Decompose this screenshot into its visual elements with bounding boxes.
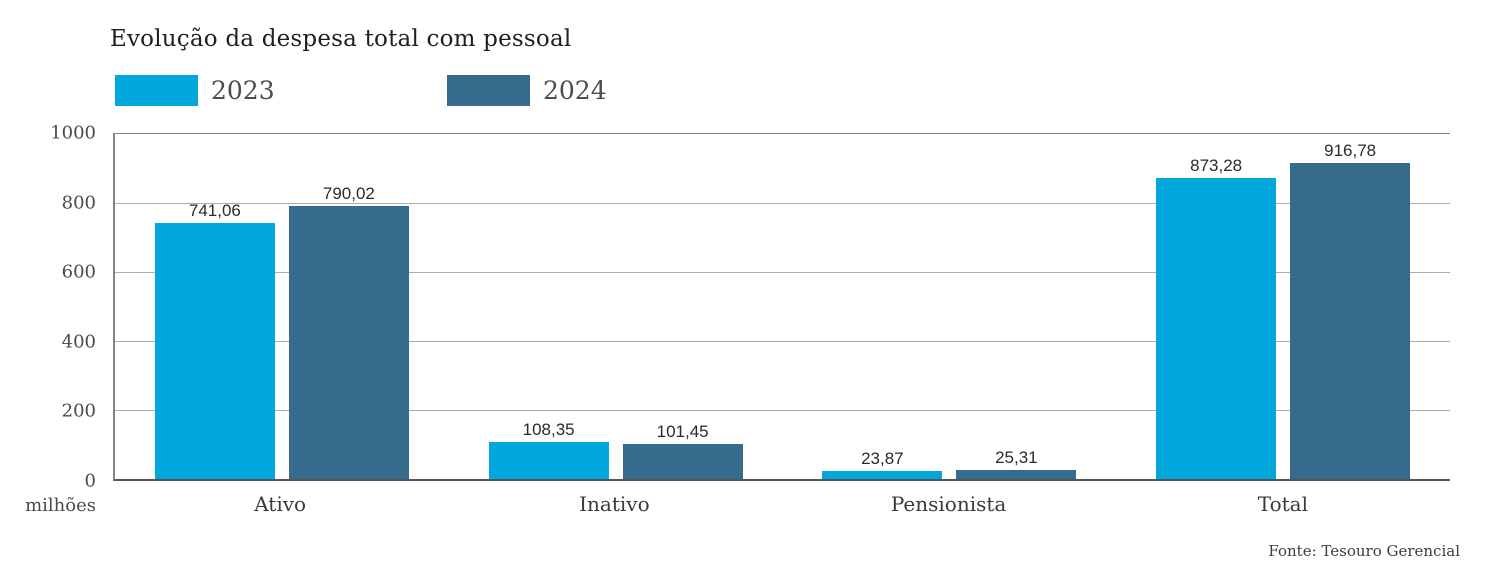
- legend-swatch-2024: [447, 74, 530, 106]
- legend-label-2023: 2023: [211, 75, 275, 105]
- legend-swatch-2023: [115, 74, 198, 106]
- chart-title: Evolução da despesa total com pessoal: [110, 26, 572, 52]
- y-tick-1000: 1000: [50, 122, 96, 144]
- y-axis-unit-label: milhões: [25, 495, 96, 516]
- bar-2023-inativo: [488, 441, 609, 479]
- gridline-800: [115, 203, 1450, 204]
- bar-value-label-2024-inativo: 101,45: [656, 422, 709, 441]
- bar-value-label-2023-pensionista: 23,87: [861, 448, 904, 468]
- gridline-200: [115, 410, 1450, 411]
- x-axis-label-pensionista: Pensionista: [890, 492, 1007, 516]
- bar-column-2024-inativo: 101,45: [622, 134, 743, 479]
- bar-column-2024-total: 916,78: [1290, 134, 1411, 479]
- bar-value-label-2023-total: 873,28: [1190, 155, 1243, 175]
- bar-column-2023-pensionista: 23,87: [822, 134, 943, 479]
- x-axis-label-inativo: Inativo: [579, 492, 650, 516]
- bar-column-2023-total: 873,28: [1156, 134, 1277, 479]
- bar-2023-total: [1156, 177, 1277, 479]
- y-tick-200: 200: [61, 400, 96, 422]
- x-axis-labels: Ativo Inativo Pensionista Total: [113, 492, 1450, 516]
- bar-2024-total: [1290, 162, 1411, 479]
- bar-group-ativo: 741,06 790,02: [115, 134, 449, 479]
- bar-2024-ativo: [288, 206, 409, 479]
- bar-groups: 741,06 790,02 108,35 101,45 23,87 25,31 873,28…: [115, 134, 1450, 479]
- bar-column-2024-pensionista: 25,31: [956, 134, 1077, 479]
- y-tick-400: 400: [61, 331, 96, 353]
- x-axis-label-ativo: Ativo: [254, 492, 307, 516]
- gridline-400: [115, 341, 1450, 342]
- bar-2024-pensionista: [956, 470, 1077, 479]
- x-axis-label-total: Total: [1257, 492, 1308, 516]
- source-note: Fonte: Tesouro Gerencial: [1268, 542, 1460, 560]
- bar-group-inativo: 108,35 101,45: [449, 134, 783, 479]
- bar-column-2024-ativo: 790,02: [288, 134, 409, 479]
- y-tick-800: 800: [61, 192, 96, 214]
- legend-item-2023: 2023: [115, 74, 275, 106]
- bar-value-label-2024-total: 916,78: [1324, 140, 1377, 160]
- bar-2024-inativo: [622, 444, 743, 479]
- bar-value-label-2024-pensionista: 25,31: [995, 448, 1038, 468]
- bar-group-total: 873,28 916,78: [1116, 134, 1450, 479]
- bar-2023-pensionista: [822, 470, 943, 479]
- legend-item-2024: 2024: [447, 74, 607, 106]
- bar-column-2023-ativo: 741,06: [154, 134, 275, 479]
- bar-group-pensionista: 23,87 25,31: [783, 134, 1117, 479]
- bar-2023-ativo: [154, 223, 275, 479]
- gridline-600: [115, 272, 1450, 273]
- bar-column-2023-inativo: 108,35: [488, 134, 609, 479]
- y-axis: 1000 800 600 400 200 0: [0, 123, 96, 492]
- y-tick-0: 0: [84, 470, 96, 492]
- bar-value-label-2024-ativo: 790,02: [322, 184, 375, 204]
- legend-label-2024: 2024: [543, 75, 607, 105]
- y-tick-600: 600: [61, 261, 96, 283]
- bar-value-label-2023-inativo: 108,35: [522, 419, 575, 439]
- plot-area: 741,06 790,02 108,35 101,45 23,87 25,31 873,28…: [113, 133, 1450, 481]
- bar-value-label-2023-ativo: 741,06: [188, 201, 241, 221]
